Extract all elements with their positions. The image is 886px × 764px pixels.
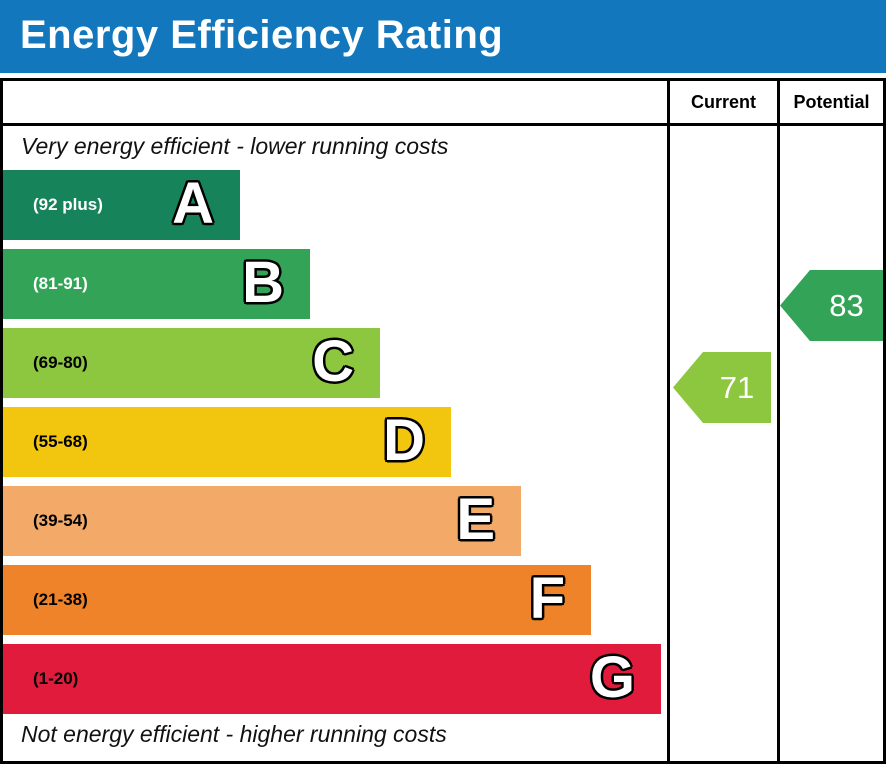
- column-header-potential: Potential: [793, 92, 870, 112]
- current-rating-arrow: 71: [673, 352, 771, 423]
- band-range-label: (69-80): [33, 353, 88, 372]
- band-row-A: (92 plus) A: [3, 170, 240, 240]
- table-header-row: Current Potential: [3, 81, 883, 126]
- band-range-label: (92 plus): [33, 195, 103, 214]
- divider-potential-column: [777, 81, 780, 761]
- divider-current-column: [667, 81, 670, 761]
- band-row-B: (81-91) B: [3, 249, 310, 319]
- current-rating-value: 71: [719, 370, 755, 405]
- band-letter: F: [529, 566, 565, 631]
- potential-rating-arrow: 83: [780, 270, 883, 341]
- potential-rating-value: 83: [829, 288, 864, 323]
- band-range-label: (39-54): [33, 511, 88, 530]
- band-letter: D: [383, 408, 425, 473]
- note-not-efficient: Not energy efficient - higher running co…: [21, 721, 447, 747]
- band-range-label: (1-20): [33, 669, 79, 688]
- band-letter: C: [312, 329, 354, 394]
- band-row-G: (1-20) G: [3, 644, 661, 714]
- band-range-label: (21-38): [33, 590, 88, 609]
- band-letter: E: [456, 487, 495, 552]
- band-range-label: (55-68): [33, 432, 88, 451]
- note-very-efficient: Very energy efficient - lower running co…: [21, 133, 449, 159]
- band-row-C: (69-80) C: [3, 328, 380, 398]
- band-row-F: (21-38) F: [3, 565, 591, 635]
- band-row-D: (55-68) D: [3, 407, 451, 477]
- band-letter: B: [242, 250, 284, 315]
- column-header-current: Current: [690, 92, 756, 112]
- band-row-E: (39-54) E: [3, 486, 521, 556]
- band-letter: G: [589, 645, 635, 710]
- title-bar: Energy Efficiency Rating: [0, 0, 886, 73]
- page-title: Energy Efficiency Rating: [20, 13, 504, 57]
- band-range-label: (81-91): [33, 274, 88, 293]
- rating-table: Current Potential Very energy efficient …: [0, 78, 886, 764]
- band-letter: A: [172, 171, 214, 236]
